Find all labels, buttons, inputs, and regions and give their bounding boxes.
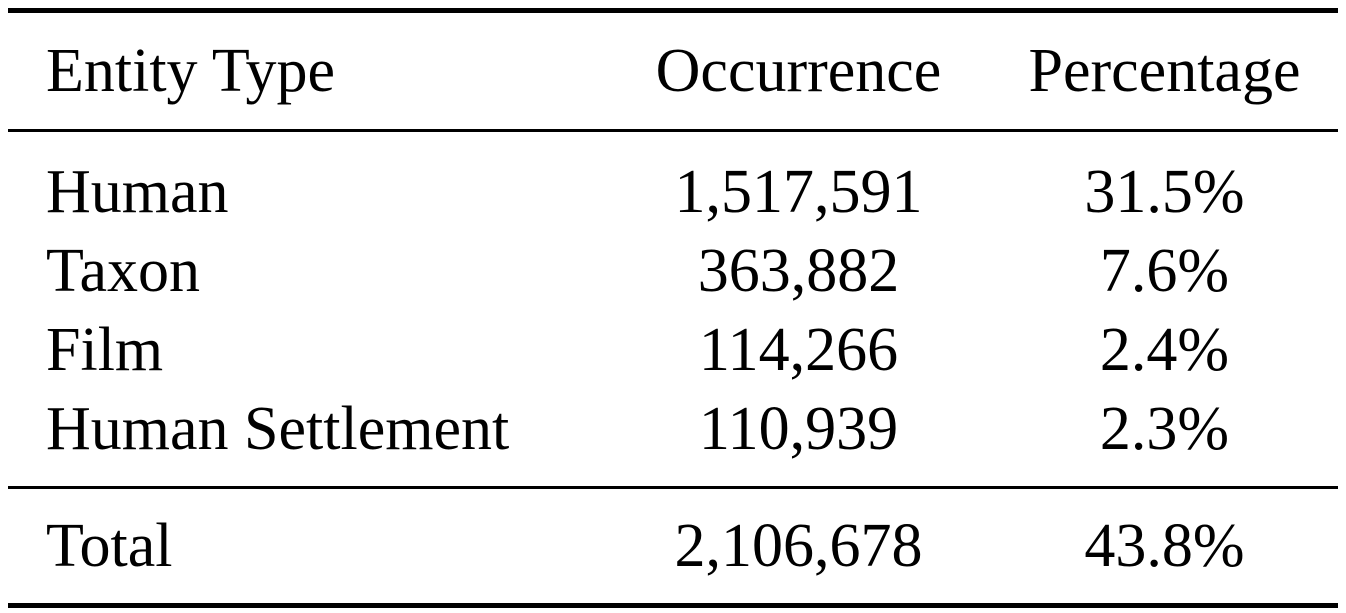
cell-percentage: 2.3% — [1099, 394, 1230, 463]
cell-occurrence: 114,266 — [698, 315, 899, 384]
header-entity-type: Entity Type — [46, 37, 335, 105]
total-percentage: 43.8% — [1084, 512, 1245, 580]
table-row: Taxon 363,882 7.6% — [8, 231, 1338, 310]
header-row: Entity Type Occurrence Percentage — [8, 10, 1338, 131]
table-row: Human Settlement 110,939 2.3% — [8, 389, 1338, 488]
header-occurrence: Occurrence — [655, 37, 942, 105]
cell-percentage: 2.4% — [1099, 315, 1230, 384]
cell-entity-type: Film — [46, 315, 164, 384]
cell-occurrence: 1,517,591 — [674, 157, 923, 226]
table-row: Film 114,266 2.4% — [8, 310, 1338, 389]
cell-entity-type: Taxon — [46, 236, 201, 305]
cell-percentage: 7.6% — [1099, 236, 1230, 305]
cell-entity-type: Human — [46, 157, 229, 226]
cell-percentage: 31.5% — [1084, 157, 1245, 226]
total-row: Total 2,106,678 43.8% — [8, 487, 1338, 606]
table-row: Human 1,517,591 31.5% — [8, 130, 1338, 232]
cell-occurrence: 363,882 — [697, 236, 900, 305]
table-header: Entity Type Occurrence Percentage — [8, 10, 1338, 131]
cell-occurrence: 110,939 — [698, 394, 899, 463]
entity-type-table: Entity Type Occurrence Percentage Human … — [8, 8, 1338, 608]
cell-entity-type: Human Settlement — [46, 394, 510, 463]
header-percentage: Percentage — [1028, 37, 1301, 105]
total-occurrence: 2,106,678 — [674, 512, 923, 580]
table-body: Human 1,517,591 31.5% Taxon 363,882 7.6%… — [8, 130, 1338, 488]
entity-type-table-container: Entity Type Occurrence Percentage Human … — [8, 8, 1338, 608]
total-label: Total — [46, 512, 173, 580]
table-footer: Total 2,106,678 43.8% — [8, 487, 1338, 606]
